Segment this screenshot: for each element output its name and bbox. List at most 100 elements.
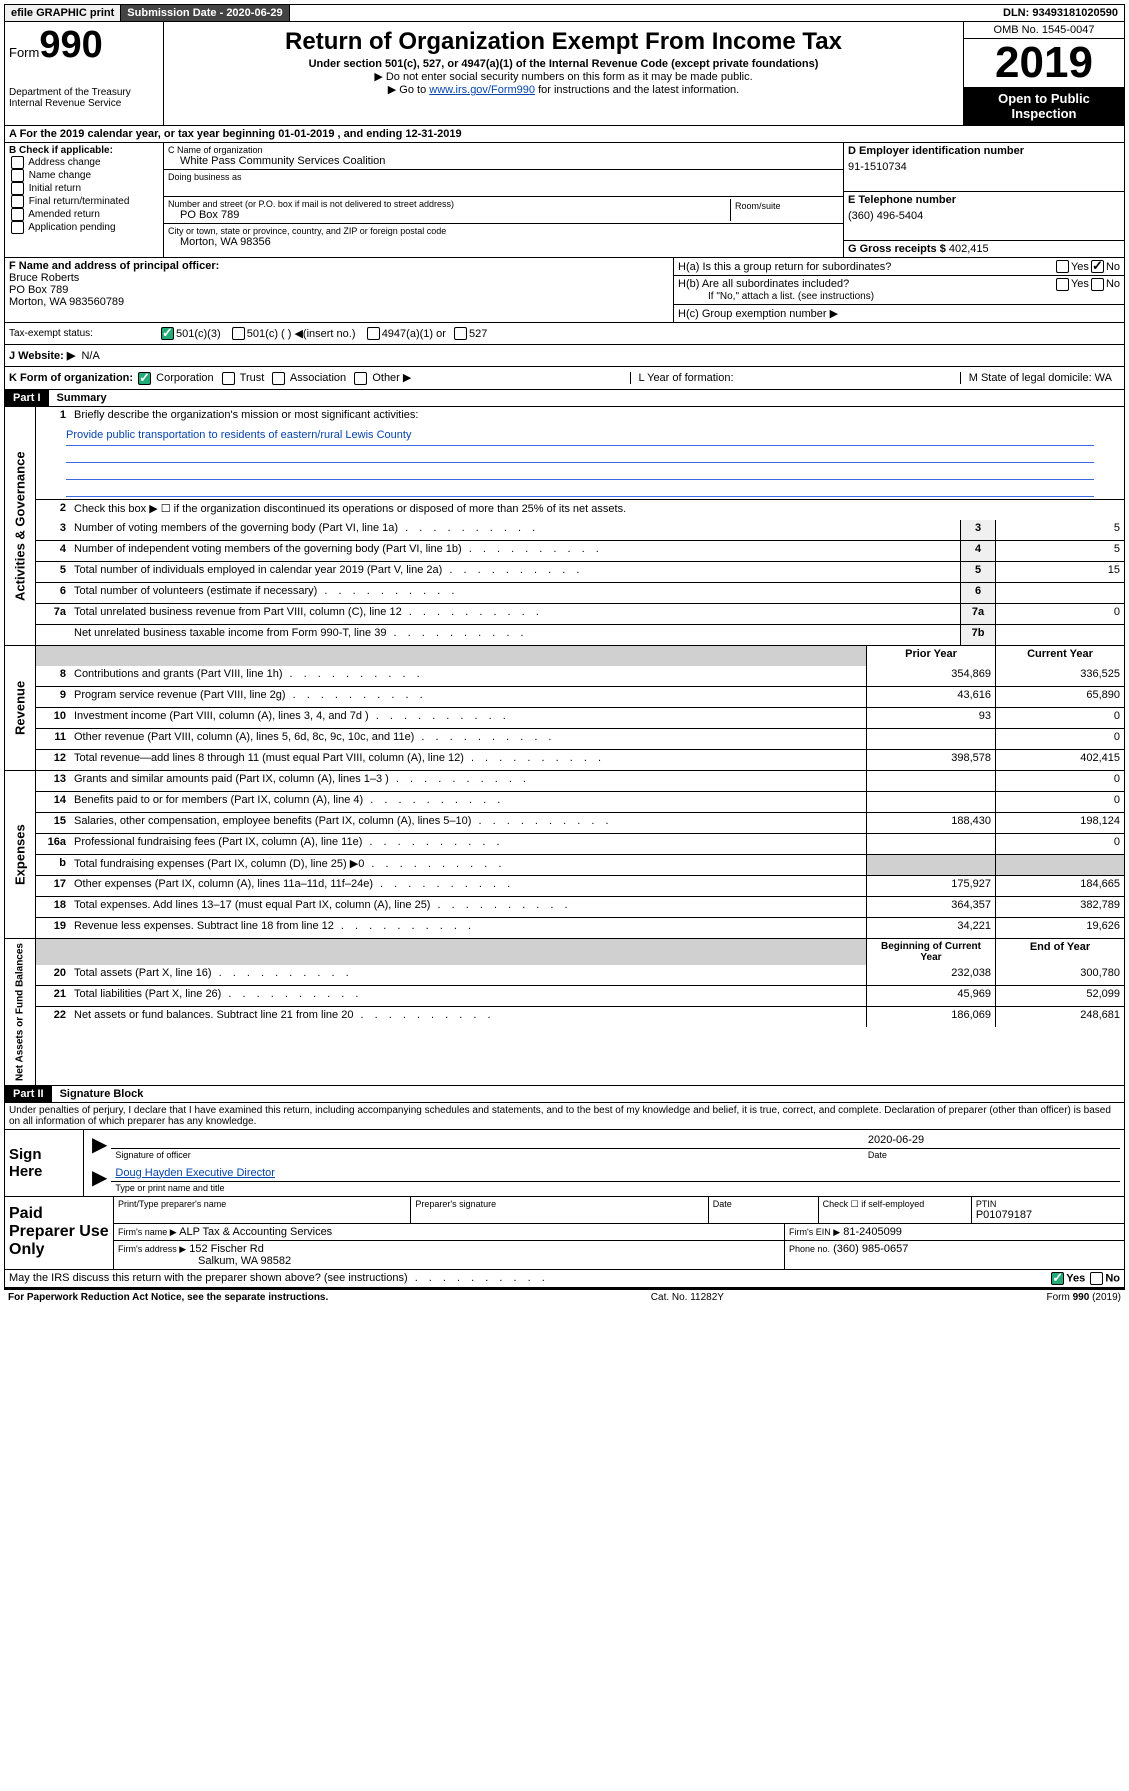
ha-yes[interactable] xyxy=(1056,260,1069,273)
table-row: Net unrelated business taxable income fr… xyxy=(36,624,1124,645)
note2-post: for instructions and the latest informat… xyxy=(535,84,739,96)
opt-corp: Corporation xyxy=(156,372,213,384)
section-bcde: B Check if applicable: Address change Na… xyxy=(4,143,1125,258)
check-501c3[interactable] xyxy=(161,327,174,340)
form-header: Form990 Department of the Treasury Inter… xyxy=(4,22,1125,126)
k-row: K Form of organization: Corporation Trus… xyxy=(4,367,1125,390)
irs-link[interactable]: www.irs.gov/Form990 xyxy=(429,84,535,96)
top-bar: efile GRAPHIC print Submission Date - 20… xyxy=(4,4,1125,22)
org-city: Morton, WA 98356 xyxy=(168,236,839,248)
ha-no[interactable] xyxy=(1091,260,1104,273)
check-amended[interactable]: Amended return xyxy=(9,208,159,221)
table-row: 11 Other revenue (Part VIII, column (A),… xyxy=(36,728,1124,749)
table-row: b Total fundraising expenses (Part IX, c… xyxy=(36,854,1124,875)
firm-addr-label: Firm's address ▶ xyxy=(118,1244,186,1254)
check-address-change[interactable]: Address change xyxy=(9,156,159,169)
note2-pre: ▶ Go to xyxy=(388,84,429,96)
table-row: 20 Total assets (Part X, line 16) 232,03… xyxy=(36,965,1124,985)
revenue-table: Revenue Prior Year Current Year 8 Contri… xyxy=(4,646,1125,771)
hb-no[interactable] xyxy=(1091,278,1104,291)
discuss-yes[interactable] xyxy=(1051,1272,1064,1285)
footer-mid: Cat. No. 11282Y xyxy=(651,1292,724,1303)
hb-yes[interactable] xyxy=(1056,278,1069,291)
ein-value: 91-1510734 xyxy=(848,157,1120,177)
form-990-number: 990 xyxy=(39,24,102,66)
check-application-pending[interactable]: Application pending xyxy=(9,221,159,234)
check-corp[interactable] xyxy=(138,372,151,385)
officer-signed-name[interactable]: Doug Hayden Executive Director xyxy=(115,1167,275,1179)
prep-phone-label: Phone no. xyxy=(789,1244,830,1254)
city-cell: City or town, state or province, country… xyxy=(164,224,843,250)
part1-badge: Part I xyxy=(5,390,49,406)
footer-left: For Paperwork Reduction Act Notice, see … xyxy=(8,1292,328,1303)
table-row: 7a Total unrelated business revenue from… xyxy=(36,603,1124,624)
dba-label: Doing business as xyxy=(168,172,839,182)
website-row: J Website: ▶ N/A xyxy=(4,345,1125,367)
gross-receipts: 402,415 xyxy=(949,243,989,255)
h-c-row: H(c) Group exemption number ▶ xyxy=(674,305,1124,322)
signature-field[interactable] xyxy=(111,1132,863,1149)
city-label: City or town, state or province, country… xyxy=(168,226,839,236)
prior-year-header: Prior Year xyxy=(866,646,995,666)
column-b-checkboxes: B Check if applicable: Address change Na… xyxy=(5,143,164,257)
check-name-change[interactable]: Name change xyxy=(9,169,159,182)
activities-governance-table: Activities & Governance 1 Briefly descri… xyxy=(4,407,1125,646)
check-other[interactable] xyxy=(354,372,367,385)
check-trust[interactable] xyxy=(222,372,235,385)
efile-label[interactable]: efile GRAPHIC print xyxy=(5,5,121,21)
m-state: M State of legal domicile: WA xyxy=(960,372,1120,384)
c-name-label: C Name of organization xyxy=(168,145,839,155)
part-2-header: Part II Signature Block xyxy=(4,1086,1125,1103)
opt-trust: Trust xyxy=(240,372,265,384)
gross-receipts-cell: G Gross receipts $ 402,415 xyxy=(844,241,1124,257)
check-final-return[interactable]: Final return/terminated xyxy=(9,195,159,208)
open-to-public: Open to Public Inspection xyxy=(964,87,1124,125)
check-4947[interactable] xyxy=(367,327,380,340)
org-name-cell: C Name of organization White Pass Commun… xyxy=(164,143,843,170)
tax-exempt-row: Tax-exempt status: 501(c)(3) 501(c) ( ) … xyxy=(4,323,1125,345)
row-a-tax-year: A For the 2019 calendar year, or tax yea… xyxy=(4,126,1125,143)
opt-501c3: 501(c)(3) xyxy=(176,328,221,340)
part2-title: Signature Block xyxy=(52,1088,144,1100)
prep-date-label: Date xyxy=(713,1199,814,1209)
check-501c[interactable] xyxy=(232,327,245,340)
irs-label: Internal Revenue Service xyxy=(9,98,159,109)
firm-addr2: Salkum, WA 98582 xyxy=(118,1255,780,1267)
form-prefix: Form xyxy=(9,45,39,60)
part-1-header: Part I Summary xyxy=(4,390,1125,407)
check-527[interactable] xyxy=(454,327,467,340)
tax-year: 2019 xyxy=(964,39,1124,87)
table-row: 16a Professional fundraising fees (Part … xyxy=(36,833,1124,854)
check-assoc[interactable] xyxy=(272,372,285,385)
signature-arrow-icon: ▶ xyxy=(88,1132,111,1161)
submission-date-button[interactable]: Submission Date - 2020-06-29 xyxy=(121,5,289,21)
form-subtitle: Under section 501(c), 527, or 4947(a)(1)… xyxy=(168,58,959,70)
footer-row: For Paperwork Reduction Act Notice, see … xyxy=(4,1288,1125,1305)
table-row: 5 Total number of individuals employed i… xyxy=(36,561,1124,582)
principal-officer: F Name and address of principal officer:… xyxy=(5,258,673,322)
discuss-no[interactable] xyxy=(1090,1272,1103,1285)
sign-here-section: Sign Here ▶ 2020-06-29 Signature of offi… xyxy=(4,1130,1125,1197)
k-label: K Form of organization: xyxy=(9,372,133,384)
firm-ein-label: Firm's EIN ▶ xyxy=(789,1227,840,1237)
row-a-text: A For the 2019 calendar year, or tax yea… xyxy=(9,128,462,140)
sign-here-label: Sign Here xyxy=(5,1130,84,1196)
name-arrow-icon: ▶ xyxy=(88,1165,111,1194)
hb-label: H(b) Are all subordinates included? xyxy=(678,278,1054,291)
prep-sig-label: Preparer's signature xyxy=(415,1199,703,1209)
opt-4947: 4947(a)(1) or xyxy=(382,328,446,340)
side-label-net: Net Assets or Fund Balances xyxy=(5,939,36,1085)
opt-527: 527 xyxy=(469,328,487,340)
opt-other: Other ▶ xyxy=(372,372,411,384)
ptin-label: PTIN xyxy=(976,1199,1120,1209)
self-employed-check[interactable]: Check ☐ if self-employed xyxy=(819,1197,972,1223)
dln-label: DLN: 93493181020590 xyxy=(997,5,1124,21)
opt-501c: 501(c) ( ) ◀(insert no.) xyxy=(247,327,356,340)
firm-addr1: 152 Fischer Rd xyxy=(189,1243,264,1255)
net-assets-table: Net Assets or Fund Balances Beginning of… xyxy=(4,939,1125,1086)
table-row: 12 Total revenue—add lines 8 through 11 … xyxy=(36,749,1124,770)
date-label: Date xyxy=(864,1149,1120,1161)
check-initial-return[interactable]: Initial return xyxy=(9,182,159,195)
side-label-governance: Activities & Governance xyxy=(5,407,36,645)
table-row: 14 Benefits paid to or for members (Part… xyxy=(36,791,1124,812)
